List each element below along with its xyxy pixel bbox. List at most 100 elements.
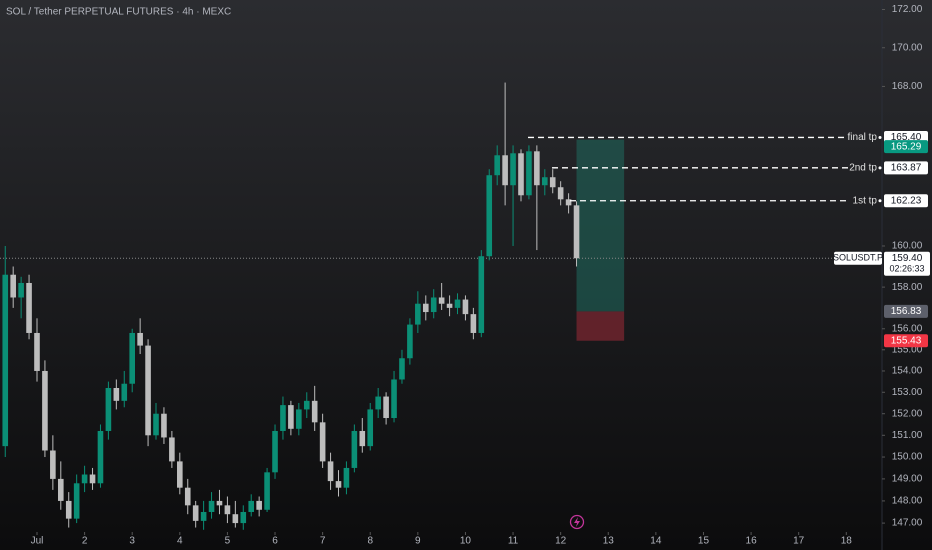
candle-body: [232, 514, 239, 524]
candle-body: [65, 500, 72, 519]
bolt-icon: [569, 514, 585, 530]
candle-body: [169, 437, 175, 462]
candle-body: [26, 282, 32, 333]
tp-price-box: [884, 194, 928, 208]
x-tick-label: 8: [367, 536, 373, 547]
countdown: 02:26:33: [889, 264, 924, 274]
x-tick-label: 13: [603, 536, 615, 547]
candle-body: [383, 396, 389, 419]
x-tick-label: 12: [555, 536, 567, 547]
candle-body: [462, 299, 469, 315]
candle-body: [129, 332, 136, 384]
x-tick-label: 6: [272, 536, 278, 547]
y-tick-label: 168.00: [892, 81, 923, 92]
candle-body: [327, 461, 334, 482]
y-tick-label: 160.00: [892, 241, 923, 252]
candle-body: [89, 474, 96, 484]
candle-body: [57, 478, 64, 501]
candle-body: [518, 153, 524, 196]
profit-zone: [576, 139, 625, 312]
candle-body: [311, 400, 318, 423]
candle-body: [121, 383, 128, 401]
candle-body: [399, 358, 405, 380]
x-tick-label: 4: [177, 536, 183, 547]
x-tick-label: 16: [746, 536, 758, 547]
candle-body: [113, 387, 120, 401]
tp-dot: [878, 135, 882, 139]
tp-price: 163.87: [891, 162, 922, 173]
candle-body: [335, 481, 342, 488]
y-tick-label: 147.00: [892, 518, 923, 529]
x-tick-label: 11: [508, 536, 519, 547]
stop-price-box: [884, 334, 928, 348]
candle-body: [343, 467, 350, 488]
candle-body: [240, 511, 247, 524]
x-tick-label: 7: [320, 536, 326, 547]
candle-body: [280, 405, 286, 431]
candle-body: [216, 500, 223, 506]
candle-body: [565, 199, 572, 206]
candle-body: [391, 379, 397, 419]
last-price-box: [884, 251, 930, 276]
candle-body: [526, 151, 532, 196]
y-tick-label: 148.00: [892, 496, 923, 507]
y-tick-label: 154.00: [892, 366, 923, 377]
candle-body: [97, 430, 104, 484]
candle-body: [319, 422, 326, 462]
candle-body: [81, 474, 88, 484]
symbol-label: SOLUSDT.P: [833, 253, 883, 263]
tp-name: 2nd tp: [849, 162, 877, 173]
candle-body: [415, 303, 421, 325]
candle-body: [541, 177, 548, 186]
candle-body: [446, 303, 453, 308]
candle-body: [478, 256, 485, 333]
candle-body: [264, 472, 270, 510]
candle-body: [184, 487, 191, 506]
candle-body: [557, 187, 564, 200]
candle-body: [248, 500, 255, 512]
candle-body: [351, 430, 358, 468]
x-tick-label: 10: [460, 536, 472, 547]
target-price: 165.29: [891, 141, 922, 152]
candle-body: [161, 413, 167, 438]
tp-dot: [878, 199, 882, 203]
y-tick-label: 156.00: [892, 323, 923, 334]
candle-body: [224, 505, 231, 515]
candle-body: [42, 370, 48, 451]
last-price: 159.40: [892, 253, 923, 264]
x-tick-label: 14: [650, 536, 662, 547]
candle-body: [288, 405, 294, 429]
y-tick-label: 155.00: [892, 344, 923, 355]
candle-body: [256, 500, 262, 510]
candle-body: [200, 511, 207, 521]
candle-body: [502, 155, 508, 186]
x-tick-label: Jul: [31, 536, 44, 547]
y-tick-label: 151.00: [892, 430, 923, 441]
candle-body: [192, 505, 199, 521]
x-tick-label: 15: [698, 536, 710, 547]
x-tick-label: 17: [793, 536, 805, 547]
candle-body: [573, 205, 580, 259]
target-price-box: [884, 140, 928, 154]
candle-body: [137, 332, 143, 346]
candle-body: [494, 155, 500, 176]
tp-price-box: [884, 161, 928, 175]
candle-body: [2, 274, 9, 447]
candle-body: [145, 345, 151, 436]
candle-body: [303, 400, 310, 410]
y-tick-label: 150.00: [892, 452, 923, 463]
tp-name: final tp: [848, 132, 878, 143]
chart-title: SOL / Tether PERPETUAL FUTURES · 4h · ME…: [6, 7, 231, 18]
x-tick-label: 2: [82, 536, 88, 547]
candle-body: [208, 500, 215, 512]
candle-body: [50, 450, 56, 479]
tp-name: 1st tp: [853, 195, 878, 206]
y-tick-label: 172.00: [892, 4, 923, 15]
y-tick-label: 158.00: [892, 282, 923, 293]
x-tick-label: 9: [415, 536, 421, 547]
entry-price-box: [884, 304, 928, 318]
y-tick-label: 153.00: [892, 387, 923, 398]
